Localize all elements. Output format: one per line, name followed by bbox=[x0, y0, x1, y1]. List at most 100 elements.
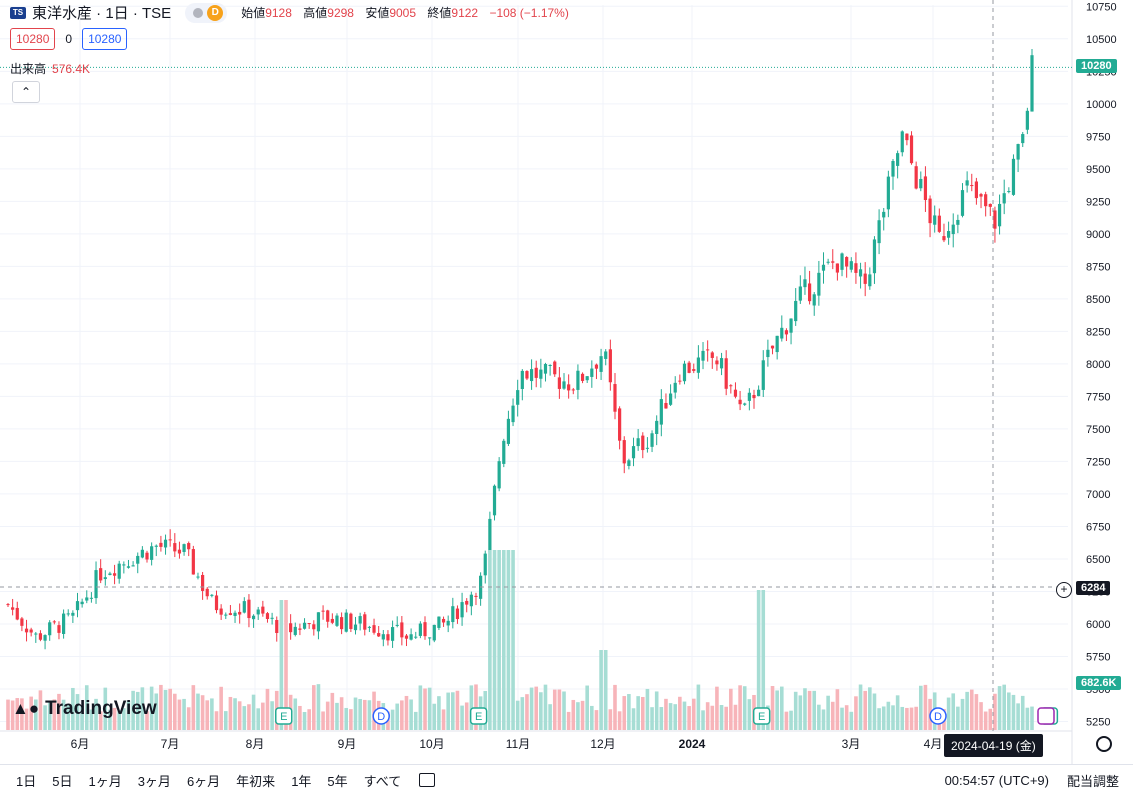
candle-body bbox=[580, 373, 585, 381]
clock[interactable]: 00:54:57 (UTC+9) bbox=[944, 772, 1049, 788]
volume-bar bbox=[43, 705, 47, 730]
candle-body bbox=[743, 403, 747, 405]
price-chart[interactable]: 5250550057506000625065006750700072507500… bbox=[0, 0, 1133, 764]
candle-body bbox=[997, 203, 1002, 227]
time-tick-label: 3月 bbox=[842, 737, 861, 751]
gear-icon[interactable] bbox=[1096, 736, 1112, 752]
candle-body bbox=[372, 625, 376, 633]
candle-body bbox=[562, 381, 566, 389]
volume-bar bbox=[979, 702, 983, 730]
volume-bar bbox=[84, 685, 89, 730]
candle-body bbox=[539, 369, 543, 379]
volume-bar bbox=[603, 650, 608, 730]
candle-body bbox=[418, 623, 422, 636]
volume-bar bbox=[872, 693, 877, 730]
volume-bar bbox=[668, 703, 673, 730]
volume-bar bbox=[659, 707, 664, 730]
volume-bar bbox=[779, 686, 784, 730]
volume-bar bbox=[585, 685, 589, 730]
chevron-up-icon[interactable]: ⌃ bbox=[12, 81, 40, 103]
volume-bar bbox=[821, 709, 826, 730]
dividend-marker-icon bbox=[372, 707, 390, 725]
candle-body bbox=[520, 370, 524, 390]
delayed-badge: D bbox=[207, 4, 224, 21]
volume-bar bbox=[307, 709, 311, 730]
dividend-marker-label: D bbox=[934, 711, 942, 723]
range-5y[interactable]: 5年 bbox=[327, 773, 348, 789]
range-1d[interactable]: 1日 bbox=[16, 773, 37, 789]
volume-bar bbox=[775, 690, 779, 730]
price-tick-label: 5250 bbox=[1086, 716, 1110, 728]
volume-bar bbox=[645, 688, 650, 730]
candle-body bbox=[984, 194, 988, 207]
volume-bar bbox=[159, 684, 163, 730]
candle-body bbox=[122, 564, 126, 566]
candle-body bbox=[247, 599, 251, 619]
range-1y[interactable]: 1年 bbox=[291, 773, 312, 789]
candle-body bbox=[117, 563, 121, 579]
candle-body bbox=[446, 620, 450, 626]
buy-button[interactable]: 10280 bbox=[82, 28, 128, 50]
candle-body bbox=[455, 608, 460, 620]
candle-body bbox=[668, 393, 673, 405]
plus-circle-icon[interactable]: + bbox=[1056, 582, 1072, 598]
candle-body bbox=[409, 634, 413, 640]
volume-bar bbox=[1030, 706, 1034, 730]
candle-body bbox=[1030, 55, 1034, 112]
range-ytd[interactable]: 年初来 bbox=[236, 773, 276, 789]
candle-body bbox=[15, 607, 19, 620]
candle-body bbox=[956, 219, 960, 225]
volume-bar bbox=[923, 684, 928, 730]
candle-body bbox=[849, 261, 853, 270]
volume-bar bbox=[353, 697, 358, 730]
future-earnings-marker-icon bbox=[1037, 707, 1055, 725]
candle-body bbox=[265, 613, 270, 619]
crosshair-price-tag: 6284 bbox=[1076, 581, 1111, 595]
candle-body bbox=[205, 588, 209, 597]
volume-bar bbox=[131, 690, 135, 730]
volume-bar bbox=[464, 702, 469, 730]
volume-bar bbox=[636, 696, 640, 730]
candle-body bbox=[886, 176, 890, 210]
volume-bar bbox=[298, 705, 302, 730]
range-6m[interactable]: 6ヶ月 bbox=[186, 773, 221, 789]
volume-bar bbox=[798, 695, 803, 730]
volume-bar bbox=[358, 698, 362, 730]
candle-body bbox=[715, 360, 719, 365]
candle-body bbox=[858, 269, 863, 277]
tradingview-logo[interactable]: ▲● TradingView bbox=[12, 698, 157, 720]
candle-body bbox=[502, 440, 506, 464]
range-all[interactable]: すべて bbox=[363, 773, 402, 789]
volume-bar bbox=[956, 706, 960, 730]
volume-bar bbox=[738, 685, 742, 730]
volume-bar bbox=[594, 710, 599, 730]
range-5d[interactable]: 5日 bbox=[52, 773, 73, 789]
volume-bar bbox=[988, 708, 993, 730]
symbol-title[interactable]: 東洋水産 · 1日 · TSE bbox=[32, 5, 172, 22]
sell-button[interactable]: 10280 bbox=[10, 28, 56, 50]
range-1m[interactable]: 1ヶ月 bbox=[88, 773, 122, 789]
candle-body bbox=[905, 133, 909, 141]
candle-body bbox=[108, 573, 112, 575]
dividend-adjust-button[interactable]: 配当調整 bbox=[1066, 773, 1119, 789]
volume-bar bbox=[830, 701, 835, 730]
candle-body bbox=[460, 602, 464, 618]
candle-body bbox=[251, 615, 256, 620]
volume-bar bbox=[395, 703, 400, 730]
calendar-range-icon[interactable] bbox=[419, 773, 436, 787]
candle-body bbox=[29, 629, 33, 633]
candle-body bbox=[798, 286, 802, 301]
volume-bar bbox=[145, 711, 149, 730]
volume-bar bbox=[858, 684, 863, 730]
candle-body bbox=[933, 215, 937, 225]
status-pill[interactable]: D bbox=[185, 2, 228, 23]
volume-bar bbox=[460, 705, 464, 730]
low-label: 安値 bbox=[365, 6, 390, 20]
price-tick-label: 7250 bbox=[1086, 456, 1110, 468]
range-3m[interactable]: 3ヶ月 bbox=[137, 773, 171, 789]
volume-bar bbox=[186, 707, 191, 730]
volume-bar bbox=[891, 705, 895, 730]
time-tick-label: 4月 bbox=[924, 737, 943, 751]
volume-bar bbox=[168, 688, 172, 730]
candle-body bbox=[326, 610, 330, 622]
